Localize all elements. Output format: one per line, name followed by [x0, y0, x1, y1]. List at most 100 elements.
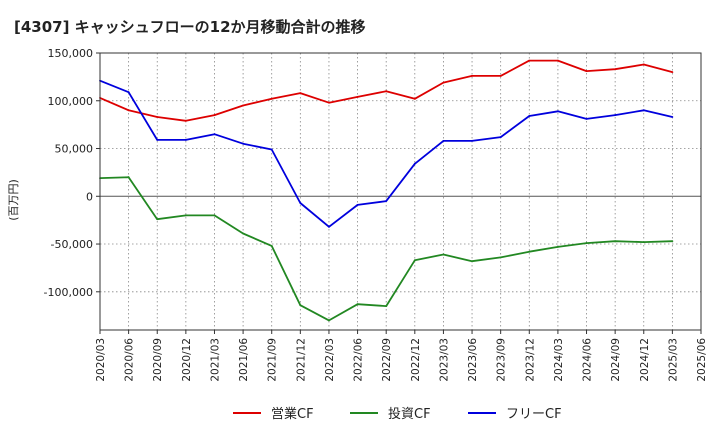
series-2-point [242, 232, 244, 235]
series-2-point [213, 214, 216, 217]
series-2-point [413, 259, 416, 262]
legend-label-2: 投資CF [388, 406, 431, 422]
series-1-point [413, 97, 416, 100]
series-1-point [671, 71, 674, 74]
series-3-point [413, 162, 416, 165]
series-1-point [385, 90, 388, 93]
series-2-point [528, 250, 531, 253]
series-lines [99, 59, 674, 322]
series-2-point [614, 240, 617, 243]
legend-label-3: フリーCF [506, 407, 562, 422]
series-1-point [585, 70, 588, 73]
legend-label-1: 営業CF [271, 406, 314, 422]
series-2-point [671, 240, 674, 243]
x-tick-label: 2020/03 [95, 338, 107, 382]
y-axis-ticks: 150,000 100,000 50,000 0 -50,000 -100,000 [44, 47, 100, 299]
series-2-point [270, 245, 273, 247]
series-2-point [328, 319, 330, 322]
series-2-point [299, 304, 302, 307]
series-1-point [127, 109, 130, 112]
x-tick-label: 2022/09 [381, 338, 393, 382]
x-tick-label: 2024/03 [553, 338, 565, 382]
series-line-2 [99, 176, 673, 322]
series-1-point [499, 75, 502, 77]
series-3-point [642, 109, 645, 112]
x-tick-label: 2022/03 [324, 338, 336, 382]
series-1-point [356, 96, 359, 98]
series-3-point [671, 116, 674, 118]
series-3-point [184, 139, 187, 141]
grid [100, 53, 701, 330]
series-1-point [184, 119, 187, 122]
x-tick-label: 2023/06 [467, 338, 479, 382]
series-3-point [356, 203, 359, 206]
series-3-point [528, 115, 531, 117]
chart-title: [4307] キャッシュフローの12か月移動合計の推移 [14, 18, 366, 36]
series-2-point [385, 305, 388, 308]
series-3-point [557, 110, 559, 113]
series-2-point [585, 242, 588, 244]
series-1-point [270, 97, 273, 100]
x-tick-label: 2023/03 [438, 338, 450, 382]
series-3-point [614, 114, 617, 116]
x-tick-label: 2024/06 [582, 338, 594, 382]
x-tick-label: 2021/06 [238, 338, 250, 382]
series-1-point [242, 104, 244, 107]
x-tick-label: 2020/09 [152, 338, 164, 382]
series-1-point [642, 63, 645, 66]
series-2-point [184, 214, 187, 217]
series-3-point [499, 136, 502, 138]
x-axis-ticks: 2020/03 2020/06 2020/09 2020/12 2021/03 2021/… [95, 330, 708, 382]
series-3-point [270, 148, 273, 151]
series-1-point [156, 116, 159, 118]
x-tick-label: 2021/09 [267, 338, 279, 382]
x-tick-label: 2023/12 [524, 338, 536, 382]
x-tick-label: 2024/12 [639, 338, 651, 382]
x-tick-label: 2023/09 [496, 338, 508, 382]
y-tick-label: -100,000 [44, 286, 93, 299]
series-1-point [557, 59, 559, 62]
legend: 営業CF 投資CF フリーCF [233, 406, 562, 422]
series-2-point [442, 253, 445, 256]
series-3-point [442, 139, 445, 142]
y-tick-label: 0 [86, 190, 93, 203]
x-tick-label: 2021/12 [295, 338, 307, 382]
series-3-point [385, 200, 388, 202]
x-tick-label: 2021/03 [209, 338, 221, 382]
series-3-point [127, 91, 130, 94]
x-tick-label: 2020/12 [181, 338, 193, 382]
series-1-point [328, 101, 330, 104]
y-tick-label: 50,000 [55, 143, 94, 156]
y-tick-label: 150,000 [48, 47, 94, 60]
series-2-point [156, 218, 159, 221]
series-2-point [642, 241, 645, 244]
series-1-point [299, 92, 302, 95]
y-axis-label: (百万円) [7, 179, 20, 221]
series-3-point [471, 139, 473, 142]
x-tick-label: 2020/06 [124, 338, 136, 382]
series-2-point [557, 246, 559, 248]
series-1-point [213, 114, 216, 116]
series-3-point [213, 133, 216, 136]
x-tick-label: 2025/06 [696, 338, 708, 382]
series-2-point [471, 260, 473, 263]
y-tick-label: 100,000 [48, 95, 94, 108]
y-tick-label: -50,000 [51, 238, 93, 251]
series-3-point [156, 139, 159, 141]
plot-frame [99, 52, 702, 331]
x-tick-label: 2024/09 [610, 338, 622, 382]
series-1-point [528, 59, 531, 62]
series-3-point [299, 202, 302, 204]
series-2-point [499, 256, 502, 259]
x-tick-label: 2025/03 [667, 338, 679, 382]
series-1-point [614, 68, 617, 71]
x-tick-label: 2022/12 [410, 338, 422, 382]
series-1-point [442, 81, 445, 84]
series-2-point [356, 303, 359, 306]
series-2-point [127, 176, 130, 179]
series-3-point [242, 142, 244, 145]
x-tick-label: 2022/06 [353, 338, 365, 382]
series-3-point [585, 118, 588, 120]
series-3-point [328, 225, 330, 228]
